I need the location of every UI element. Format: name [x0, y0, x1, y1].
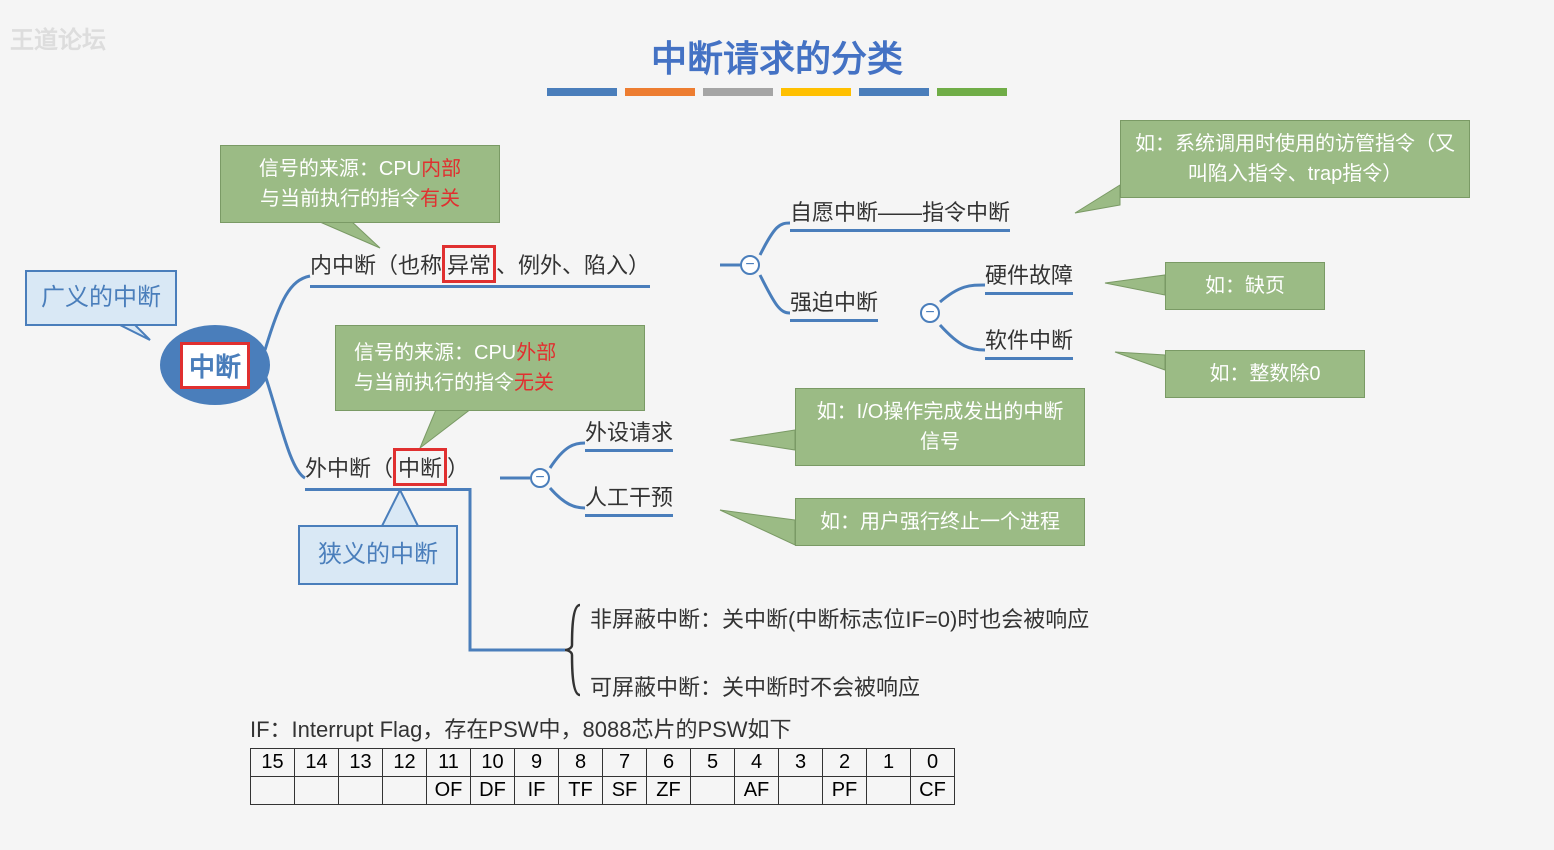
callout-page-fault: 如：缺页 — [1165, 262, 1325, 310]
collapse-icon-forced[interactable]: − — [920, 303, 940, 323]
io-text: 如：I/O操作完成发出的中断信号 — [817, 401, 1064, 453]
trap-text: 如：系统调用时使用的访管指令（又叫陷入指令、trap指令） — [1135, 133, 1455, 185]
psw-flag-4: AF — [735, 777, 779, 805]
color-bar-2 — [625, 88, 695, 96]
psw-flag-1 — [867, 777, 911, 805]
psw-bit-10: 10 — [471, 749, 515, 777]
psw-flag-12 — [383, 777, 427, 805]
psw-bit-7: 7 — [603, 749, 647, 777]
callout-narrow-text: 狭义的中断 — [318, 541, 438, 568]
callout-external-source: 信号的来源：CPU外部 与当前执行的指令无关 — [335, 325, 645, 411]
psw-bit-0: 0 — [911, 749, 955, 777]
psw-flag-13 — [339, 777, 383, 805]
title-color-bars — [547, 88, 1007, 96]
color-bar-4 — [781, 88, 851, 96]
psw-bit-11: 11 — [427, 749, 471, 777]
psw-bit-8: 8 — [559, 749, 603, 777]
int-src-l1r: 内部 — [421, 158, 461, 180]
node-software-interrupt: 软件中断 — [985, 323, 1073, 360]
node-voluntary: 自愿中断——指令中断 — [790, 195, 1010, 232]
non-maskable-text: 非屏蔽中断：关中断(中断标志位IF=0)时也会被响应 — [590, 602, 1089, 634]
psw-flag-6: ZF — [647, 777, 691, 805]
psw-bits-row: 15 14 13 12 11 10 9 8 7 6 5 4 3 2 1 0 — [251, 749, 955, 777]
psw-bit-5: 5 — [691, 749, 735, 777]
psw-flag-3 — [779, 777, 823, 805]
if-note: IF：Interrupt Flag，存在PSW中，8088芯片的PSW如下 — [250, 712, 792, 744]
psw-flag-10: DF — [471, 777, 515, 805]
psw-bit-15: 15 — [251, 749, 295, 777]
color-bar-3 — [703, 88, 773, 96]
root-label: 中断 — [180, 342, 250, 389]
callout-div-zero: 如：整数除0 — [1165, 350, 1365, 398]
ext-src-l2r: 无关 — [514, 372, 554, 394]
psw-bit-1: 1 — [867, 749, 911, 777]
psw-bit-14: 14 — [295, 749, 339, 777]
divzero-text: 如：整数除0 — [1209, 363, 1320, 385]
psw-flags-row: OF DF IF TF SF ZF AF PF CF — [251, 777, 955, 805]
external-prefix: 外中断（ — [305, 456, 393, 481]
color-bar-6 — [937, 88, 1007, 96]
psw-flag-15 — [251, 777, 295, 805]
psw-bit-9: 9 — [515, 749, 559, 777]
color-bar-5 — [859, 88, 929, 96]
psw-flag-2: PF — [823, 777, 867, 805]
pagefault-text: 如：缺页 — [1205, 275, 1285, 297]
node-peripheral: 外设请求 — [585, 415, 673, 452]
node-manual: 人工干预 — [585, 480, 673, 517]
psw-flag-0: CF — [911, 777, 955, 805]
callout-broad-text: 广义的中断 — [41, 284, 161, 311]
callout-internal-source: 信号的来源：CPU内部 与当前执行的指令有关 — [220, 145, 500, 223]
psw-bit-2: 2 — [823, 749, 867, 777]
psw-flag-14 — [295, 777, 339, 805]
psw-bit-12: 12 — [383, 749, 427, 777]
psw-flag-11: OF — [427, 777, 471, 805]
color-bar-1 — [547, 88, 617, 96]
int-src-l2p: 与当前执行的指令 — [260, 188, 420, 210]
psw-bit-3: 3 — [779, 749, 823, 777]
node-internal: 内中断（也称异常、例外、陷入） — [310, 245, 650, 288]
maskable-text: 可屏蔽中断：关中断时不会被响应 — [590, 670, 920, 702]
collapse-icon-internal[interactable]: − — [740, 255, 760, 275]
collapse-icon-external[interactable]: − — [530, 468, 550, 488]
ext-src-l1p: 信号的来源：CPU — [354, 342, 516, 364]
psw-bit-13: 13 — [339, 749, 383, 777]
internal-suffix: 、例外、陷入） — [496, 253, 650, 278]
manual-text: 如：用户强行终止一个进程 — [820, 511, 1060, 533]
callout-io: 如：I/O操作完成发出的中断信号 — [795, 388, 1085, 466]
root-node: 中断 — [160, 325, 270, 405]
psw-table: 15 14 13 12 11 10 9 8 7 6 5 4 3 2 1 0 OF… — [250, 748, 955, 805]
psw-flag-5 — [691, 777, 735, 805]
int-src-l2r: 有关 — [420, 188, 460, 210]
node-hardware-fault: 硬件故障 — [985, 258, 1073, 295]
internal-hl: 异常 — [442, 245, 496, 283]
int-src-l1p: 信号的来源：CPU — [259, 158, 421, 180]
psw-flag-8: TF — [559, 777, 603, 805]
callout-trap: 如：系统调用时使用的访管指令（又叫陷入指令、trap指令） — [1120, 120, 1470, 198]
page-title: 中断请求的分类 — [0, 30, 1554, 82]
psw-flag-7: SF — [603, 777, 647, 805]
internal-prefix: 内中断（也称 — [310, 253, 442, 278]
node-external: 外中断（中断） — [305, 448, 469, 491]
ext-src-l2p: 与当前执行的指令 — [354, 372, 514, 394]
callout-narrow: 狭义的中断 — [298, 525, 458, 585]
psw-flag-9: IF — [515, 777, 559, 805]
callout-broad: 广义的中断 — [25, 270, 177, 326]
callout-manual: 如：用户强行终止一个进程 — [795, 498, 1085, 546]
ext-src-l1r: 外部 — [516, 342, 556, 364]
psw-bit-6: 6 — [647, 749, 691, 777]
external-suffix: ） — [447, 456, 469, 481]
external-hl: 中断 — [393, 448, 447, 486]
psw-bit-4: 4 — [735, 749, 779, 777]
node-forced: 强迫中断 — [790, 285, 878, 322]
